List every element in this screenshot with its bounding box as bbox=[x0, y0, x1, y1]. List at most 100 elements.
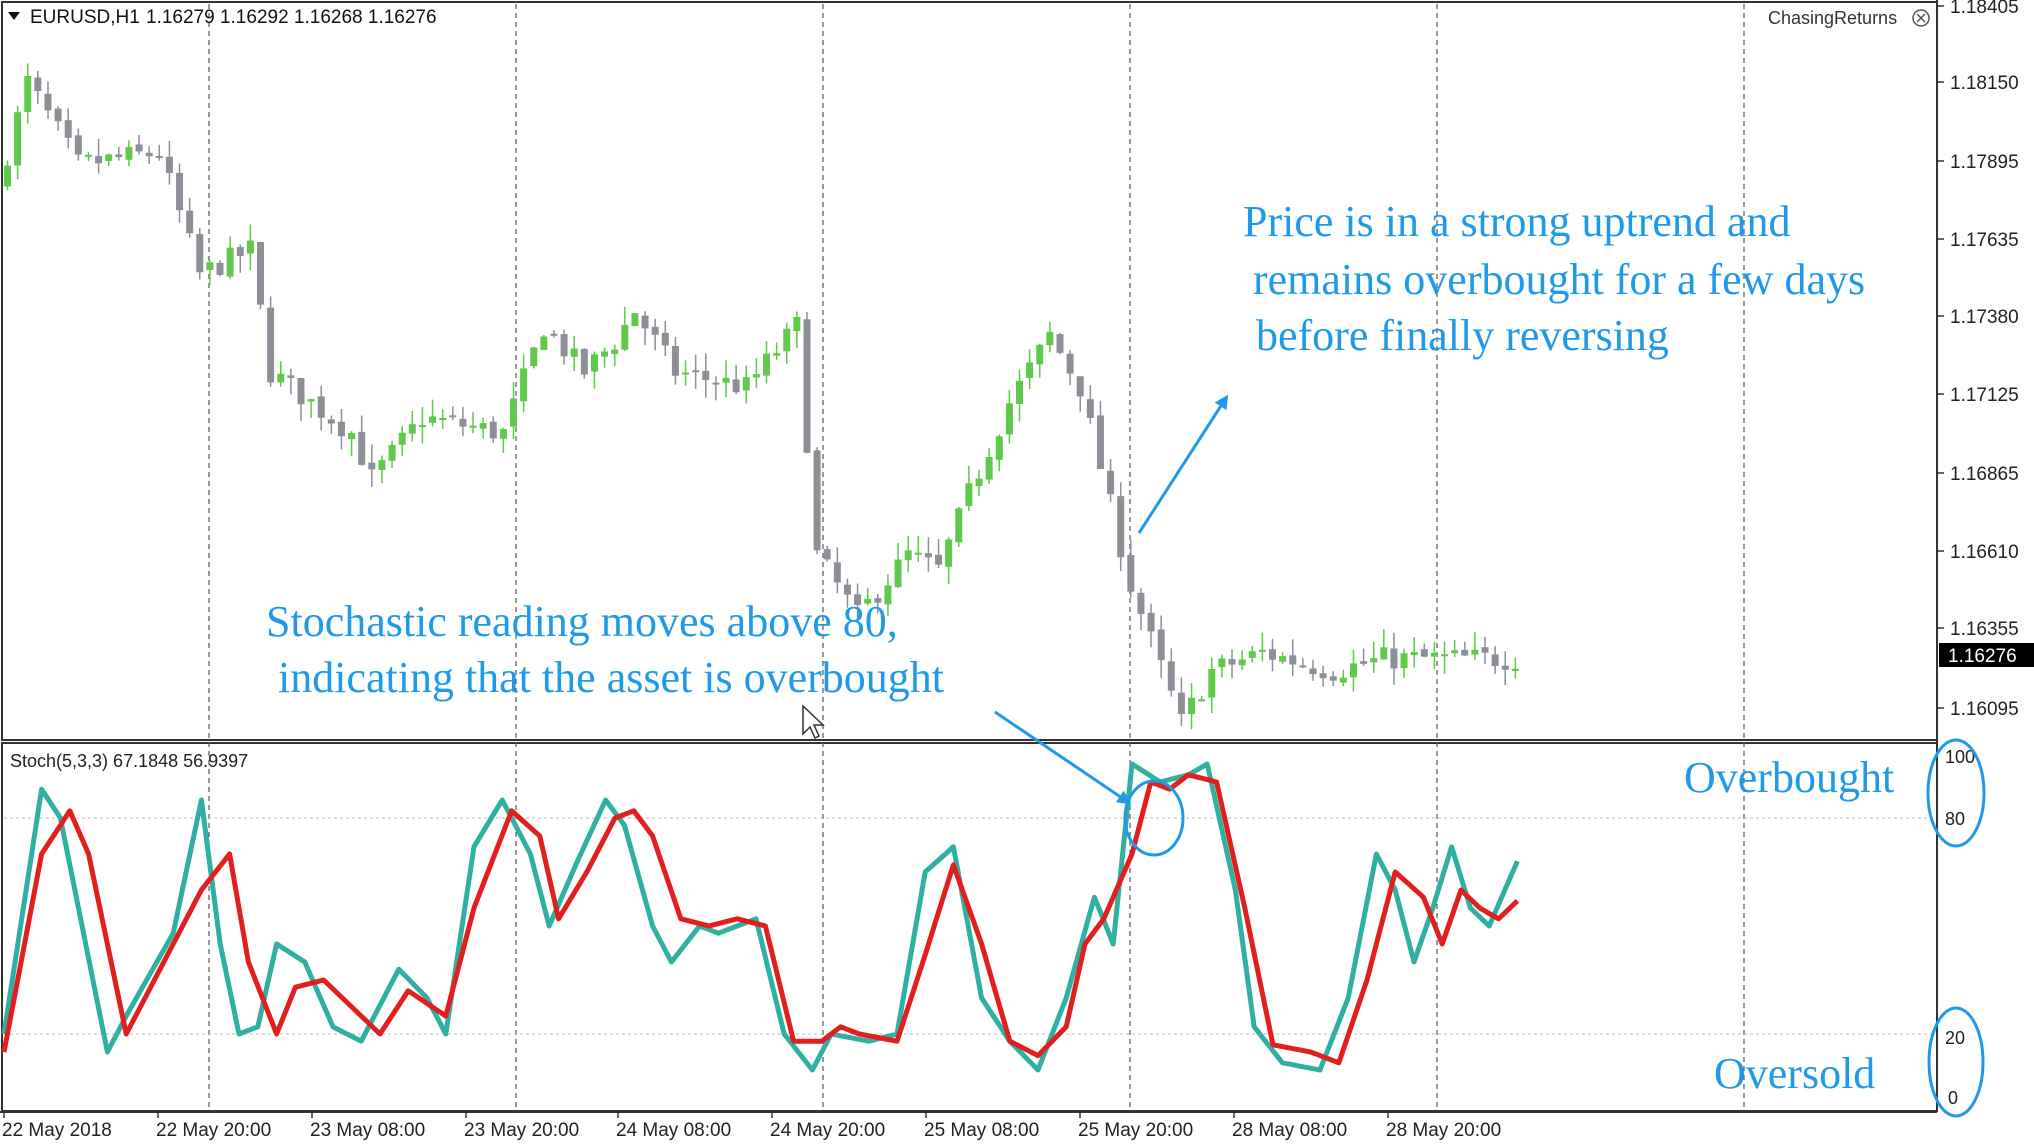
candle bbox=[358, 415, 366, 466]
mouse-cursor-icon bbox=[802, 704, 825, 740]
candle bbox=[793, 311, 801, 348]
candle bbox=[368, 444, 376, 487]
candle bbox=[965, 465, 973, 512]
candle-body bbox=[823, 549, 831, 560]
time-label: 22 May 20:00 bbox=[156, 1120, 271, 1141]
candle-body bbox=[1248, 651, 1256, 658]
candle bbox=[1491, 646, 1499, 674]
current-price-value: 1.16276 bbox=[1948, 646, 2017, 667]
candle bbox=[267, 296, 275, 387]
candle bbox=[439, 408, 447, 429]
price-label: 1.17380 bbox=[1950, 307, 2019, 328]
candle-body bbox=[550, 333, 558, 336]
overbought-levels-circle bbox=[1926, 738, 1986, 848]
candle bbox=[1248, 645, 1256, 663]
candle bbox=[1258, 632, 1266, 662]
candle-body bbox=[54, 108, 62, 122]
annotation-uptrend-line2: remains overbought for a few days bbox=[1253, 255, 1865, 304]
candle-body bbox=[1157, 629, 1165, 661]
candle-body bbox=[155, 156, 163, 159]
candle bbox=[64, 108, 72, 149]
candle bbox=[510, 381, 517, 440]
candle bbox=[924, 537, 932, 572]
candle bbox=[671, 336, 679, 385]
candle-body bbox=[742, 377, 750, 391]
candle-body bbox=[1329, 676, 1337, 681]
candle bbox=[1329, 671, 1337, 687]
candle-body bbox=[1441, 654, 1449, 657]
candle bbox=[550, 330, 558, 338]
candle-body bbox=[236, 247, 244, 256]
stoch-main-line bbox=[1, 761, 1520, 1073]
candle-body bbox=[1005, 403, 1013, 435]
candle-body bbox=[510, 398, 517, 427]
candle bbox=[1177, 677, 1185, 726]
candle-body bbox=[1228, 659, 1236, 665]
stochastic-levels bbox=[4, 817, 1935, 1035]
candle bbox=[1096, 400, 1104, 470]
candlestick-series bbox=[4, 63, 1519, 730]
candle bbox=[418, 407, 426, 444]
candle-body bbox=[783, 328, 791, 352]
close-icon[interactable] bbox=[1912, 9, 1930, 27]
candle bbox=[125, 140, 133, 167]
candle bbox=[1410, 637, 1418, 668]
candle-body bbox=[985, 456, 993, 480]
candle bbox=[773, 342, 781, 360]
candle-body bbox=[439, 418, 447, 421]
candle bbox=[560, 329, 568, 365]
candle bbox=[327, 415, 335, 434]
candle-body bbox=[1137, 592, 1145, 614]
candle-body bbox=[722, 377, 730, 383]
symbol-label: EURUSD,H1 bbox=[30, 7, 140, 28]
candle-body bbox=[226, 247, 234, 277]
candle-body bbox=[74, 135, 82, 155]
candle bbox=[307, 398, 315, 419]
candle bbox=[894, 542, 902, 589]
candle bbox=[702, 353, 710, 398]
candle bbox=[1056, 332, 1064, 355]
dropdown-triangle-icon[interactable] bbox=[8, 12, 20, 20]
candle-body bbox=[712, 382, 720, 385]
candle-body bbox=[84, 154, 92, 157]
candle bbox=[803, 312, 811, 454]
candle-body bbox=[1218, 658, 1226, 668]
candle bbox=[1279, 652, 1287, 664]
candle-body bbox=[975, 478, 983, 487]
candle bbox=[1157, 615, 1165, 678]
candle bbox=[1360, 648, 1368, 666]
candle-body bbox=[378, 460, 386, 470]
candle-body bbox=[196, 234, 204, 273]
time-label: 24 May 20:00 bbox=[770, 1120, 885, 1141]
time-label: 23 May 20:00 bbox=[464, 1120, 579, 1141]
candle bbox=[429, 399, 437, 427]
price-label: 1.17895 bbox=[1950, 152, 2019, 173]
candle bbox=[1218, 654, 1226, 678]
candle bbox=[1016, 369, 1023, 422]
candle bbox=[1370, 641, 1378, 673]
candle bbox=[1420, 643, 1428, 658]
candle bbox=[935, 539, 943, 569]
price-label: 1.17125 bbox=[1950, 385, 2019, 406]
candle-body bbox=[520, 368, 528, 402]
candle-body bbox=[1127, 555, 1135, 592]
candle-body bbox=[165, 156, 173, 173]
price-label: 1.16355 bbox=[1950, 619, 2019, 640]
candle-body bbox=[1451, 650, 1459, 654]
candle bbox=[1441, 641, 1449, 674]
candle-body bbox=[1026, 362, 1034, 379]
candle bbox=[590, 351, 598, 389]
candle bbox=[499, 427, 507, 453]
candle bbox=[732, 364, 740, 395]
candle-body bbox=[1096, 415, 1104, 469]
candle bbox=[682, 360, 690, 386]
stochastic-lines bbox=[1, 761, 1520, 1073]
candle bbox=[661, 320, 669, 356]
time-label: 24 May 08:00 bbox=[616, 1120, 731, 1141]
level-20-label: 20 bbox=[1945, 1028, 1965, 1048]
indicator-label: Stoch(5,3,3) 67.1848 56.9397 bbox=[10, 751, 248, 771]
candle-body bbox=[176, 172, 184, 211]
candle-body bbox=[590, 354, 598, 372]
